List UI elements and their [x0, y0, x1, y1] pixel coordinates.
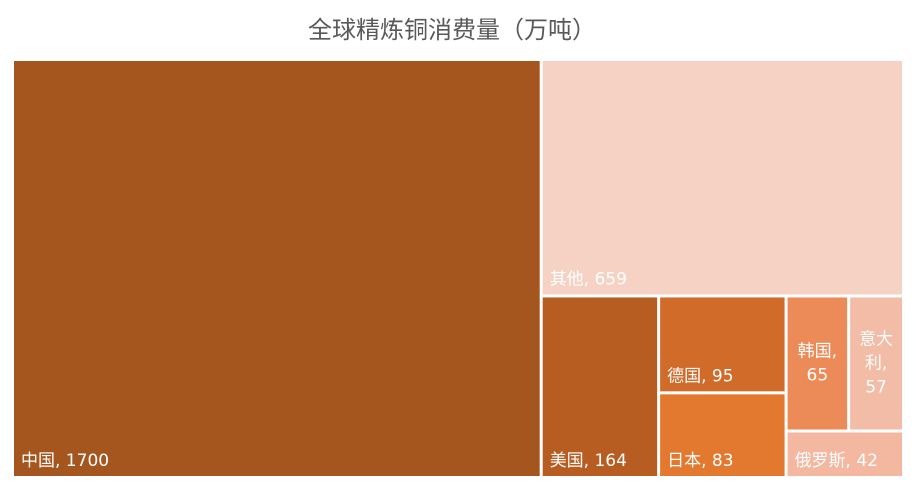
tile-rect — [850, 297, 902, 430]
tile: 俄罗斯, 42 — [787, 432, 902, 476]
data-label: 其他, 659 — [550, 269, 627, 289]
tile: 其他, 659 — [542, 61, 902, 295]
tile-rect — [787, 432, 902, 476]
data-label: 韩国, 65 — [798, 342, 837, 386]
tile-rect — [14, 61, 540, 476]
tile: 意大利, 57 — [850, 297, 902, 430]
tile-rect — [542, 61, 902, 295]
tile: 美国, 164 — [542, 297, 658, 476]
data-label: 俄罗斯, 42 — [795, 451, 878, 471]
data-label: 意大利, 57 — [859, 330, 893, 398]
data-label: 中国, 1700 — [21, 451, 109, 471]
chart-title: 全球精炼铜消费量（万吨） — [308, 16, 596, 44]
tile: 韩国, 65 — [787, 297, 848, 430]
tile: 德国, 95 — [660, 297, 785, 392]
tile-rect — [660, 394, 785, 476]
tile: 中国, 1700 — [14, 61, 540, 476]
data-label: 德国, 95 — [667, 366, 733, 386]
tile: 日本, 83 — [660, 394, 785, 476]
data-label: 美国, 164 — [550, 451, 627, 471]
data-label: 日本, 83 — [667, 451, 733, 471]
tile-rect — [542, 297, 658, 476]
tile-rect — [787, 297, 848, 430]
tile-rect — [660, 297, 785, 392]
